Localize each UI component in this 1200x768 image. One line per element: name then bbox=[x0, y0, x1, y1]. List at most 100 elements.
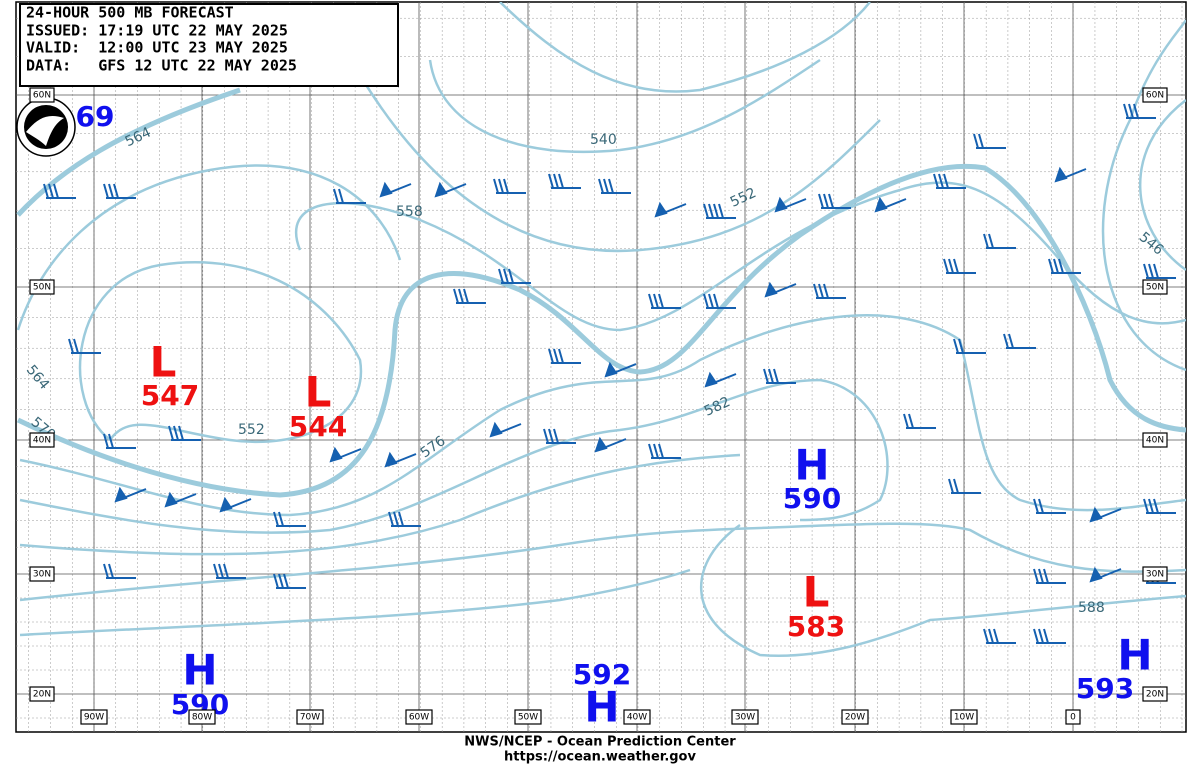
barb-tick bbox=[43, 183, 49, 199]
barb-tick bbox=[933, 173, 939, 189]
label-box bbox=[29, 566, 55, 582]
barb-flag bbox=[764, 281, 797, 298]
barb-tick bbox=[278, 573, 284, 589]
barb-tick bbox=[713, 293, 719, 309]
barb-tick bbox=[703, 203, 709, 219]
barb-tick bbox=[828, 193, 834, 209]
barb-tick bbox=[48, 183, 54, 199]
barb-tick bbox=[763, 368, 769, 384]
barb-tick bbox=[548, 173, 554, 189]
isohypse bbox=[19, 568, 691, 637]
barb-tick bbox=[973, 133, 979, 149]
wind-barb bbox=[1033, 628, 1066, 644]
barb-tick bbox=[1033, 628, 1039, 644]
wind-barb bbox=[648, 443, 681, 459]
barb-tick bbox=[458, 288, 464, 304]
barb-tick bbox=[1048, 258, 1054, 274]
wind-barb bbox=[273, 573, 306, 589]
wind-barb bbox=[813, 283, 846, 299]
barb-tick bbox=[108, 433, 114, 449]
barb-flag bbox=[384, 451, 417, 468]
label-box bbox=[1142, 279, 1168, 295]
wind-barb bbox=[43, 183, 76, 199]
barb-tick bbox=[768, 368, 774, 384]
header-line: 24-HOUR 500 MB FORECAST bbox=[26, 4, 234, 22]
barb-tick bbox=[283, 573, 289, 589]
barb-tick bbox=[1128, 103, 1134, 119]
barb-tick bbox=[653, 293, 659, 309]
map-frame bbox=[15, 1, 1187, 733]
barb-tick bbox=[498, 178, 504, 194]
barb-tick bbox=[1033, 498, 1039, 514]
label-box bbox=[405, 709, 433, 725]
label-box bbox=[514, 709, 542, 725]
barb-tick bbox=[1133, 103, 1139, 119]
wind-barb bbox=[774, 196, 807, 213]
barb-flag bbox=[434, 181, 467, 198]
label-box bbox=[29, 87, 55, 103]
barb-tick bbox=[278, 511, 284, 527]
barb-tick bbox=[658, 443, 664, 459]
wind-barb bbox=[103, 563, 136, 579]
center-value: 547 bbox=[141, 379, 199, 412]
header-line: ISSUED: 17:19 UTC 22 MAY 2025 bbox=[26, 22, 288, 40]
barb-tick bbox=[503, 268, 509, 284]
barb-tick bbox=[938, 173, 944, 189]
wind-barb bbox=[164, 491, 197, 508]
barb-tick bbox=[103, 183, 109, 199]
barb-tick bbox=[1038, 628, 1044, 644]
barb-tick bbox=[993, 628, 999, 644]
barb-tick bbox=[218, 563, 224, 579]
wind-barb bbox=[764, 281, 797, 298]
wind-barb bbox=[598, 178, 631, 194]
barb-tick bbox=[903, 413, 909, 429]
wind-barb bbox=[874, 196, 907, 213]
coordinate-label: 60W bbox=[409, 713, 429, 723]
barb-tick bbox=[1008, 333, 1014, 349]
barb-flag bbox=[704, 371, 737, 388]
coordinate-label: 20N bbox=[33, 690, 51, 700]
barb-tick bbox=[103, 433, 109, 449]
barb-tick bbox=[493, 178, 499, 194]
isohypse bbox=[1101, 19, 1186, 372]
label-box bbox=[29, 279, 55, 295]
wind-barb bbox=[1003, 333, 1036, 349]
center-value: 583 bbox=[787, 610, 845, 643]
coordinate-label: 10W bbox=[954, 713, 974, 723]
barb-tick bbox=[223, 563, 229, 579]
barb-tick bbox=[978, 133, 984, 149]
barb-tick bbox=[813, 283, 819, 299]
barb-tick bbox=[708, 203, 714, 219]
wind-barb bbox=[168, 425, 201, 441]
barb-tick bbox=[1143, 498, 1149, 514]
label-box bbox=[1142, 686, 1168, 702]
barb-tick bbox=[1043, 628, 1049, 644]
barb-tick bbox=[908, 413, 914, 429]
barb-tick bbox=[1053, 258, 1059, 274]
wind-barb bbox=[379, 181, 412, 198]
wind-barb bbox=[453, 288, 486, 304]
label-box bbox=[80, 709, 108, 725]
wind-barb bbox=[1089, 566, 1122, 583]
barb-tick bbox=[553, 173, 559, 189]
barb-flag bbox=[114, 486, 147, 503]
barb-tick bbox=[553, 428, 559, 444]
barb-tick bbox=[648, 443, 654, 459]
barb-tick bbox=[648, 293, 654, 309]
wind-barb bbox=[763, 368, 796, 384]
wind-barb bbox=[983, 628, 1016, 644]
barb-tick bbox=[653, 443, 659, 459]
isohypse bbox=[338, 39, 881, 253]
barb-tick bbox=[1038, 568, 1044, 584]
barb-tick bbox=[1033, 568, 1039, 584]
barb-flag bbox=[219, 496, 252, 513]
barb-tick bbox=[958, 338, 964, 354]
wind-barb bbox=[1143, 498, 1176, 514]
label-box bbox=[188, 709, 216, 725]
barb-tick bbox=[823, 193, 829, 209]
coordinate-label: 60N bbox=[1146, 91, 1164, 101]
barb-tick bbox=[178, 425, 184, 441]
coordinate-label: 60N bbox=[33, 91, 51, 101]
barb-tick bbox=[1043, 568, 1049, 584]
coordinate-label: 40N bbox=[1146, 436, 1164, 446]
